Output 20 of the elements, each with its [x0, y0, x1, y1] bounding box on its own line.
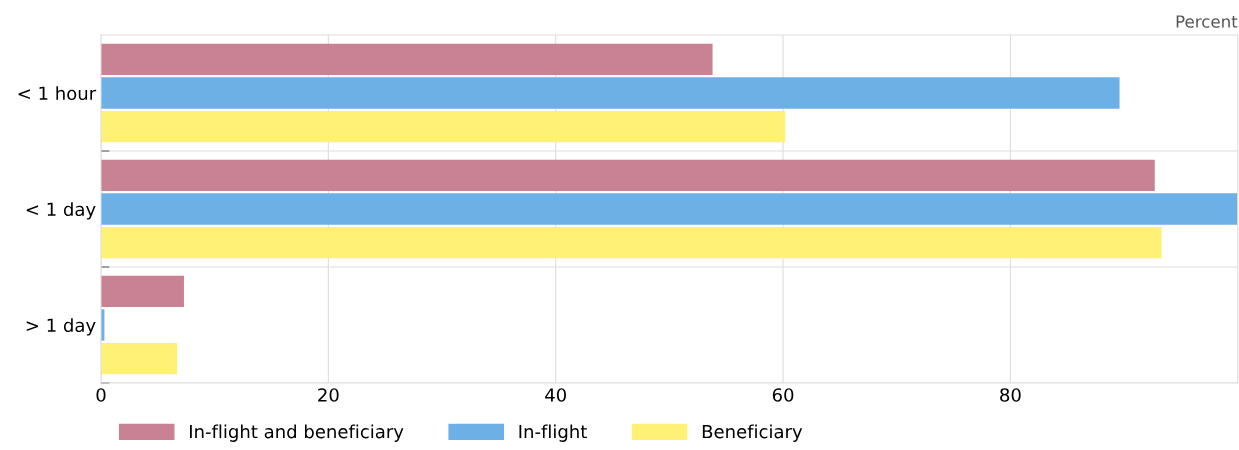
bar	[101, 275, 184, 308]
bar	[101, 342, 178, 375]
legend-label: Beneficiary	[702, 424, 803, 442]
y-tick-label: < 1 day	[26, 202, 96, 220]
bar	[101, 226, 1162, 259]
bar	[101, 77, 1120, 109]
bar	[101, 43, 713, 76]
bar	[101, 159, 1155, 192]
x-tick-label: 40	[545, 388, 566, 402]
legend-label: In-flight	[519, 424, 587, 442]
x-tick-label: 60	[772, 388, 794, 402]
text: Percent	[1176, 15, 1238, 28]
x-tick-label: 80	[1000, 388, 1021, 402]
x-tick-label: 0	[96, 388, 106, 402]
legend-label: In-flight and beneficiary	[190, 424, 404, 442]
y-tick-label: > 1 day	[26, 318, 96, 336]
bar	[101, 193, 1238, 225]
bar	[101, 110, 786, 143]
y-tick-label: < 1 hour	[18, 86, 97, 101]
x-tick-label: 20	[318, 388, 339, 402]
